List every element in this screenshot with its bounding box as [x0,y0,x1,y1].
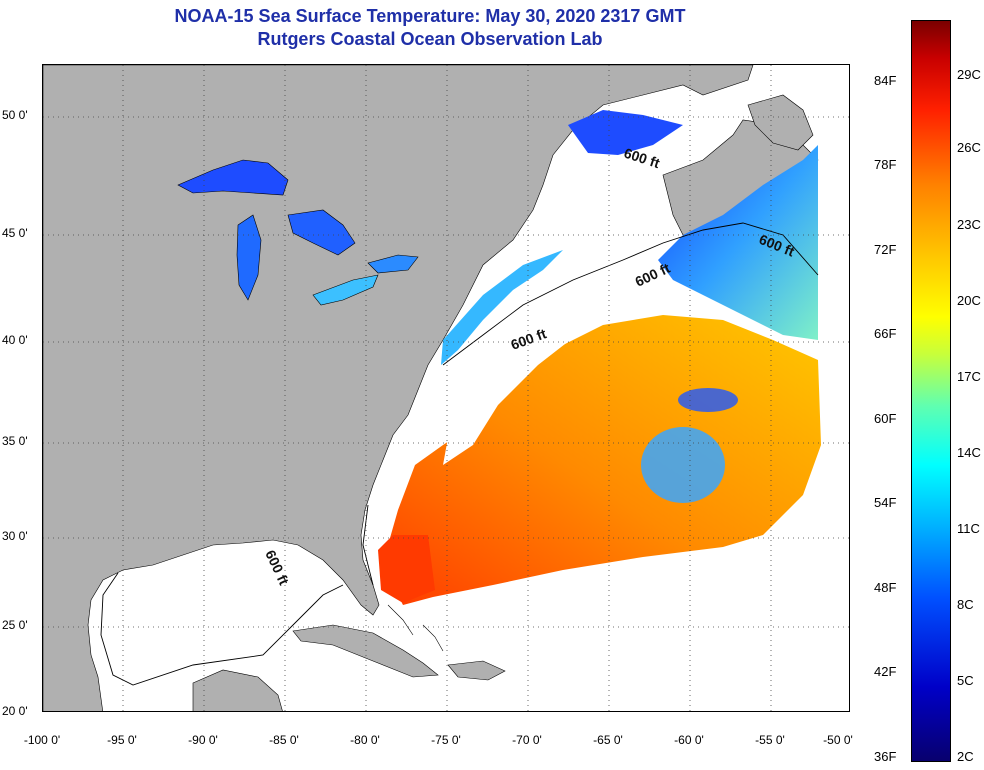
colorbar-c-label: 5C [957,673,974,688]
cool-eddy [678,388,738,412]
gulf-stream-warm-water [388,315,821,605]
cloud-cover [443,275,653,465]
map-subtitle: Rutgers Coastal Ocean Observation Lab [257,29,603,49]
lat-tick-label: 40 0' [2,333,28,347]
colorbar-f-label: 84F [874,73,897,88]
lon-tick-label: -85 0' [269,733,299,747]
depth-contour-600ft [442,222,819,366]
colorbar-c-label: 2C [957,749,974,764]
colorbar-c-label: 23C [957,217,981,232]
north-america-land [43,65,754,711]
colorbar-f-label: 72F [874,242,897,257]
lake-michigan [236,214,262,301]
lon-tick-label: -65 0' [593,733,623,747]
florida-strait-warm-water [378,535,435,603]
lon-tick-label: -50 0' [823,733,853,747]
lat-tick-label: 50 0' [2,108,28,122]
lon-tick-label: -90 0' [188,733,218,747]
lat-tick-label: 25 0' [2,618,28,632]
lon-tick-label: -70 0' [512,733,542,747]
hispaniola-land [447,660,506,681]
lon-tick-label: -95 0' [107,733,137,747]
graticule [43,65,849,711]
colorbar-f-label: 48F [874,580,897,595]
colorbar-c-label: 20C [957,293,981,308]
newfoundland-land [747,94,814,151]
lon-tick-label: -75 0' [431,733,461,747]
colorbar-f-label: 78F [874,157,897,172]
colorbar-f-label: 66F [874,326,897,341]
temperature-colorbar [911,20,951,762]
sst-map-canvas: 600 ft 600 ft 600 ft 600 ft 600 ft [43,65,849,711]
lake-superior [177,159,289,196]
cool-northern-water [658,145,818,340]
colorbar-c-label: 26C [957,140,981,155]
map-title: NOAA-15 Sea Surface Temperature: May 30,… [174,6,686,26]
lon-tick-label: -80 0' [350,733,380,747]
lon-tick-label: -100 0' [23,733,61,747]
lon-tick-label: -60 0' [674,733,704,747]
cuba-land [292,624,439,678]
colorbar-f-label: 54F [874,495,897,510]
coastal-cool-water [441,250,563,365]
colorbar-f-label: 60F [874,411,897,426]
lake-ontario [367,254,419,274]
colorbar-f-label: 36F [874,749,897,764]
lat-tick-label: 45 0' [2,226,28,240]
lat-tick-label: 20 0' [2,704,28,718]
lat-tick-label: 35 0' [2,434,28,448]
lat-tick-label: 30 0' [2,529,28,543]
colorbar-c-label: 14C [957,445,981,460]
st-lawrence-water [568,110,683,155]
depth-contour-600ft [100,504,374,686]
colorbar-c-label: 29C [957,67,981,82]
sst-map[interactable]: 600 ft 600 ft 600 ft 600 ft 600 ft [42,64,850,712]
lon-tick-label: -55 0' [755,733,785,747]
bahamas-islands [387,604,444,652]
yucatan-land [192,669,283,711]
colorbar-f-label: 42F [874,664,897,679]
cool-eddy [641,427,725,503]
colorbar-c-label: 8C [957,597,974,612]
colorbar-c-label: 17C [957,369,981,384]
lake-huron [287,209,356,256]
colorbar-c-label: 11C [957,521,980,536]
lake-erie [312,274,379,306]
